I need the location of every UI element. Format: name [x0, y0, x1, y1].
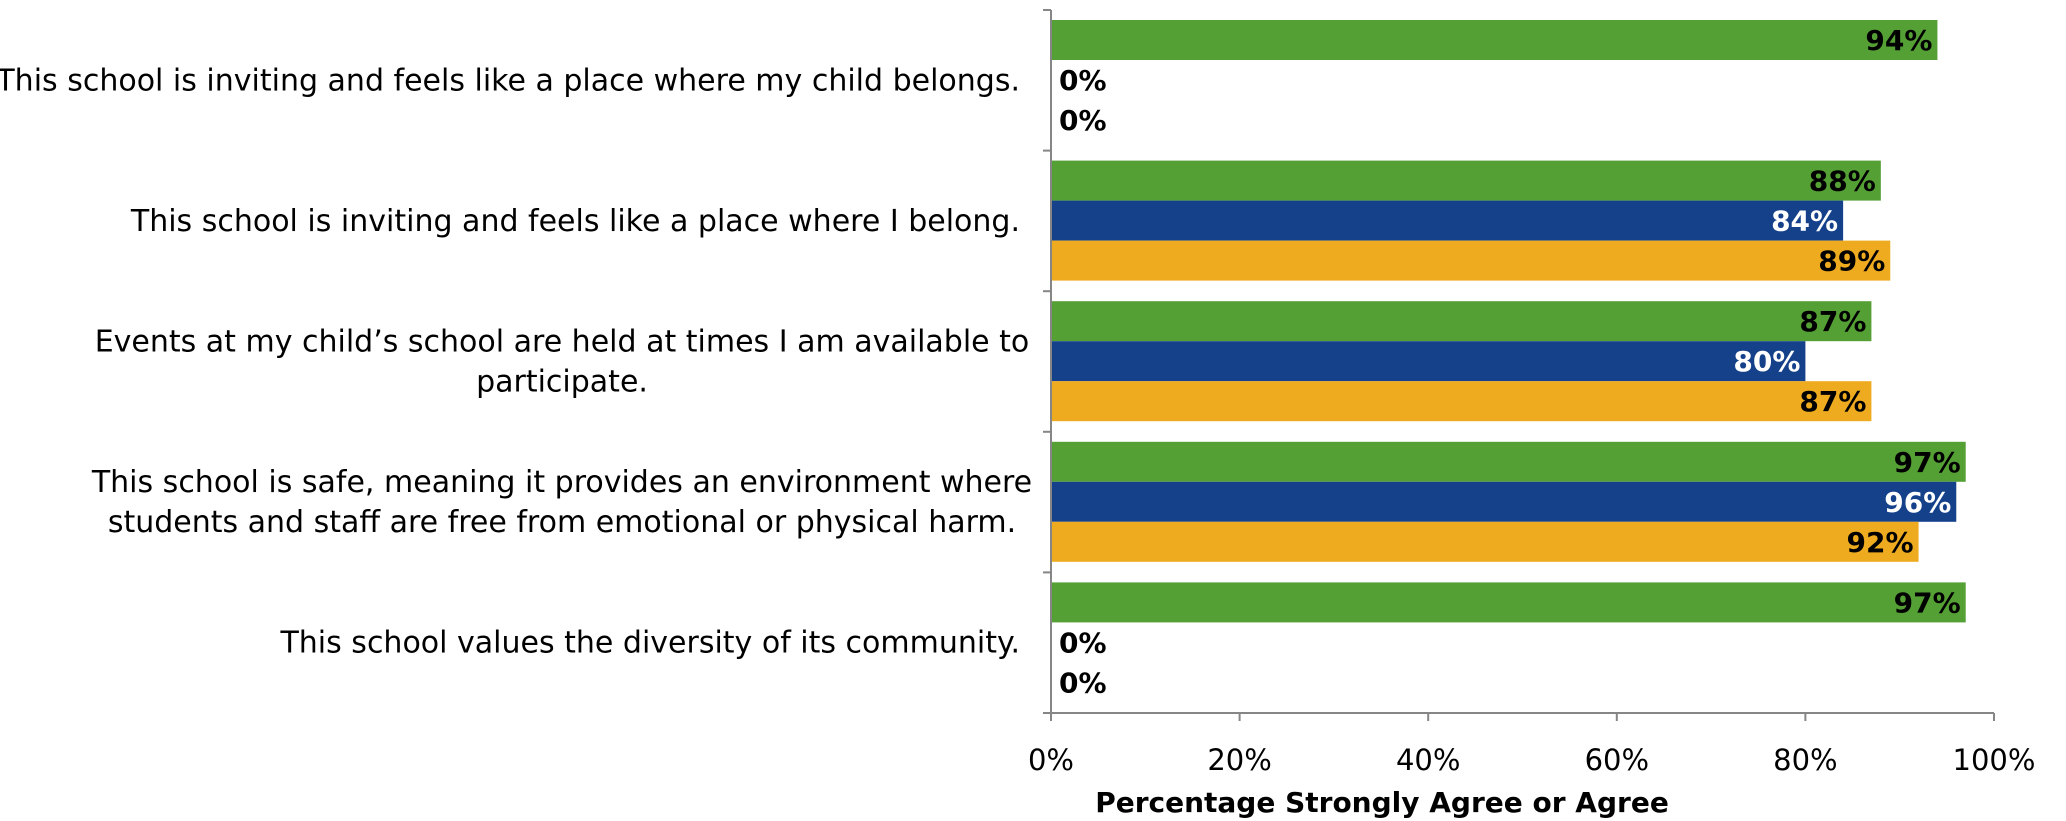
- category-label-1: This school is inviting and feels like a…: [0, 63, 1020, 98]
- axes-group: 0% 20% 40% 60% 80% 100%: [1028, 9, 2036, 777]
- bar-2-series-2: [1051, 200, 1844, 241]
- category-labels-group: This school is inviting and feels like a…: [0, 63, 1032, 660]
- x-tick-label: 20%: [1207, 743, 1271, 777]
- category-label-4-line-2: students and staff are free from emotion…: [108, 505, 1016, 540]
- data-label-2-series-1: 88%: [1809, 165, 1876, 198]
- bar-1-series-1: [1051, 20, 1938, 60]
- data-labels-group: 94% 0% 0% 88% 84% 89% 87% 80% 87% 97% 96% 92% 97% 0% 0…: [1059, 24, 1961, 699]
- bars-group: [1051, 20, 1966, 623]
- category-label-2: This school is inviting and feels like a…: [130, 204, 1020, 239]
- data-label-3-series-3: 87%: [1799, 385, 1866, 418]
- data-label-5-series-3: 0%: [1059, 666, 1107, 699]
- bar-4-series-3: [1051, 521, 1919, 562]
- data-label-1-series-3: 0%: [1059, 104, 1107, 137]
- category-label-3-line-2: participate.: [476, 365, 648, 400]
- bar-3-series-2: [1051, 341, 1806, 382]
- category-label-5: This school values the diversity of its …: [279, 626, 1020, 661]
- data-label-1-series-2: 0%: [1059, 64, 1107, 97]
- bar-2-series-1: [1051, 160, 1881, 201]
- data-label-3-series-1: 87%: [1799, 305, 1866, 338]
- data-label-3-series-2: 80%: [1733, 345, 1800, 378]
- x-axis-title: Percentage Strongly Agree or Agree: [1095, 786, 1669, 819]
- x-tick-label: 100%: [1953, 743, 2036, 777]
- bar-4-series-1: [1051, 441, 1966, 482]
- bar-2-series-3: [1051, 240, 1891, 281]
- x-tick-label: 0%: [1028, 743, 1074, 777]
- category-label-4-line-1: This school is safe, meaning it provides…: [91, 465, 1032, 500]
- bar-3-series-1: [1051, 301, 1872, 342]
- x-tick-label: 40%: [1396, 743, 1460, 777]
- data-label-4-series-1: 97%: [1894, 446, 1961, 479]
- bar-4-series-2: [1051, 481, 1957, 522]
- data-label-1-series-1: 94%: [1865, 24, 1932, 57]
- bar-3-series-3: [1051, 381, 1872, 422]
- category-label-3-line-1: Events at my child’s school are held at …: [95, 325, 1030, 360]
- bar-5-series-1: [1051, 582, 1966, 623]
- x-tick-label: 80%: [1773, 743, 1837, 777]
- data-label-2-series-3: 89%: [1818, 245, 1885, 278]
- data-label-2-series-2: 84%: [1771, 205, 1838, 238]
- data-label-4-series-2: 96%: [1884, 486, 1951, 519]
- data-label-5-series-2: 0%: [1059, 626, 1107, 659]
- data-label-4-series-3: 92%: [1847, 526, 1914, 559]
- data-label-5-series-1: 97%: [1894, 586, 1961, 619]
- x-tick-label: 60%: [1585, 743, 1649, 777]
